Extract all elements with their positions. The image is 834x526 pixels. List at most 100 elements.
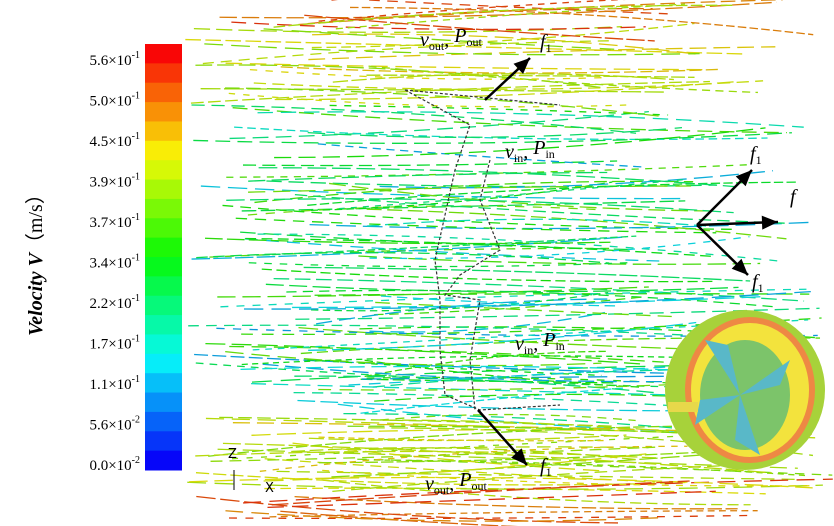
x-label: X [265,481,274,496]
streamline [204,43,700,56]
streamline [310,181,613,211]
color-band [145,160,182,181]
streamline [335,3,686,30]
streamline [253,80,764,90]
color-band [145,179,182,200]
streamline [200,88,664,93]
subscript: 1 [546,465,552,479]
streamline [240,365,684,371]
streamline [267,490,716,509]
subscript: out [429,39,445,53]
streamline [366,74,695,78]
streamline [358,255,761,265]
annotation: f1 [540,455,552,479]
annotation: vin, Pin [515,329,565,357]
streamline [379,413,636,422]
streamline [374,296,645,316]
streamline [257,111,804,128]
color-band [145,63,182,84]
streamline [204,237,611,245]
streamline [194,353,766,376]
streamline [248,262,630,268]
symbol: , [523,141,533,163]
streamline [308,46,776,61]
streamline [224,87,665,118]
streamline [295,307,820,320]
force-arrows [477,57,779,466]
colorbar-label: 0.0×10-2 [89,455,140,474]
color-band [145,140,182,161]
streamline [208,425,673,457]
streamline [364,350,609,378]
symbol: v [505,141,514,163]
color-band [145,102,182,122]
label-exp: -1 [132,334,140,345]
color-band [145,392,182,413]
color-band [145,373,182,394]
subscript: in [555,339,564,353]
label-base: 4.5×10 [89,134,131,150]
symbol: , [444,29,454,51]
arrow-head [511,448,527,465]
subscript: in [545,147,554,161]
color-band [145,295,182,316]
streamline [263,28,615,50]
subscript: in [524,343,533,357]
label-exp: -1 [132,50,140,61]
streamline [187,481,823,490]
colorbar-label: 1.7×10-1 [89,334,140,353]
streamline [235,217,717,234]
streamline [310,291,609,312]
color-band [145,411,182,432]
streamline [210,446,656,462]
colorbar-label: 3.4×10-1 [89,253,140,272]
streamline [189,476,813,489]
streamline [366,376,801,392]
streamline [243,290,811,310]
label-exp: -2 [132,455,140,466]
streamline [228,514,748,520]
label-base: 3.7×10 [89,215,131,231]
label-base: 3.9×10 [89,175,131,191]
streamline [231,21,646,31]
streamline [234,126,768,141]
label-exp: -2 [132,415,140,426]
arrow-head [513,58,530,75]
colorbar-label: 2.2×10-1 [89,293,140,312]
streamlines [185,0,833,526]
streamline [232,107,787,134]
symbol: P [453,25,466,47]
label-base: 5.6×10 [89,418,131,434]
streamline [225,350,602,367]
streamline [350,6,814,36]
streamline [245,237,711,257]
streamline [322,479,751,506]
label-exp: -1 [132,374,140,385]
color-band [145,334,182,355]
symbol: f [750,143,758,165]
streamline [307,127,683,138]
label-exp: -1 [132,253,140,264]
label-base: 2.2×10 [89,296,131,312]
color-band [145,450,182,471]
colorbar-label: 1.1×10-1 [89,374,140,393]
streamline [269,510,758,518]
streamline [294,194,788,224]
color-band [145,82,182,103]
streamline [357,458,833,476]
streamline [257,233,782,262]
streamline [196,495,619,524]
streamline [308,434,627,442]
annotation: vout, Pout [420,25,482,53]
subscript: in [514,151,523,165]
subscript: out [466,35,482,49]
streamline [368,65,758,94]
streamline [304,14,655,42]
symbol: P [532,137,545,159]
streamline [251,429,636,436]
streamline [258,167,736,188]
streamline [294,495,738,510]
annotation: vin, Pin [505,137,555,165]
streamline [231,435,688,460]
label-exp: -1 [132,212,140,223]
